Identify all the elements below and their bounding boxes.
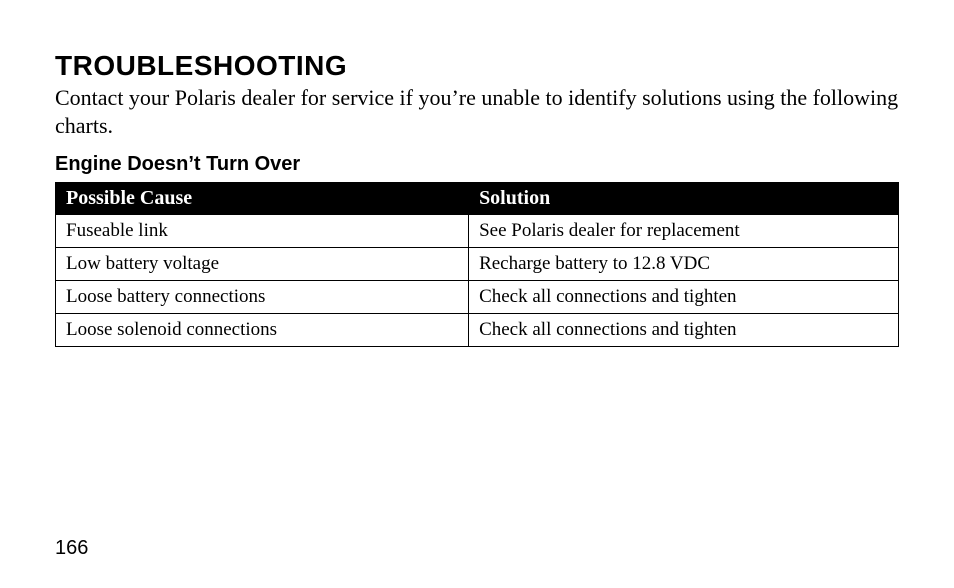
- table-row: Low battery voltage Recharge battery to …: [56, 248, 899, 281]
- table-row: Fuseable link See Polaris dealer for rep…: [56, 215, 899, 248]
- col-header-solution: Solution: [469, 183, 899, 215]
- table-header-row: Possible Cause Solution: [56, 183, 899, 215]
- page-number: 166: [55, 537, 88, 560]
- page-title: TROUBLESHOOTING: [55, 50, 899, 82]
- cell-solution: See Polaris dealer for replacement: [469, 215, 899, 248]
- intro-paragraph: Contact your Polaris dealer for service …: [55, 84, 899, 139]
- page: TROUBLESHOOTING Contact your Polaris dea…: [0, 0, 954, 588]
- cell-cause: Fuseable link: [56, 215, 469, 248]
- table-row: Loose battery connections Check all conn…: [56, 281, 899, 314]
- cell-cause: Loose solenoid connections: [56, 314, 469, 347]
- cell-solution: Check all connections and tighten: [469, 314, 899, 347]
- cell-cause: Loose battery connections: [56, 281, 469, 314]
- table-row: Loose solenoid connections Check all con…: [56, 314, 899, 347]
- section-heading: Engine Doesn’t Turn Over: [55, 153, 899, 176]
- cell-cause: Low battery voltage: [56, 248, 469, 281]
- troubleshooting-table: Possible Cause Solution Fuseable link Se…: [55, 182, 899, 347]
- cell-solution: Recharge battery to 12.8 VDC: [469, 248, 899, 281]
- col-header-cause: Possible Cause: [56, 183, 469, 215]
- cell-solution: Check all connections and tighten: [469, 281, 899, 314]
